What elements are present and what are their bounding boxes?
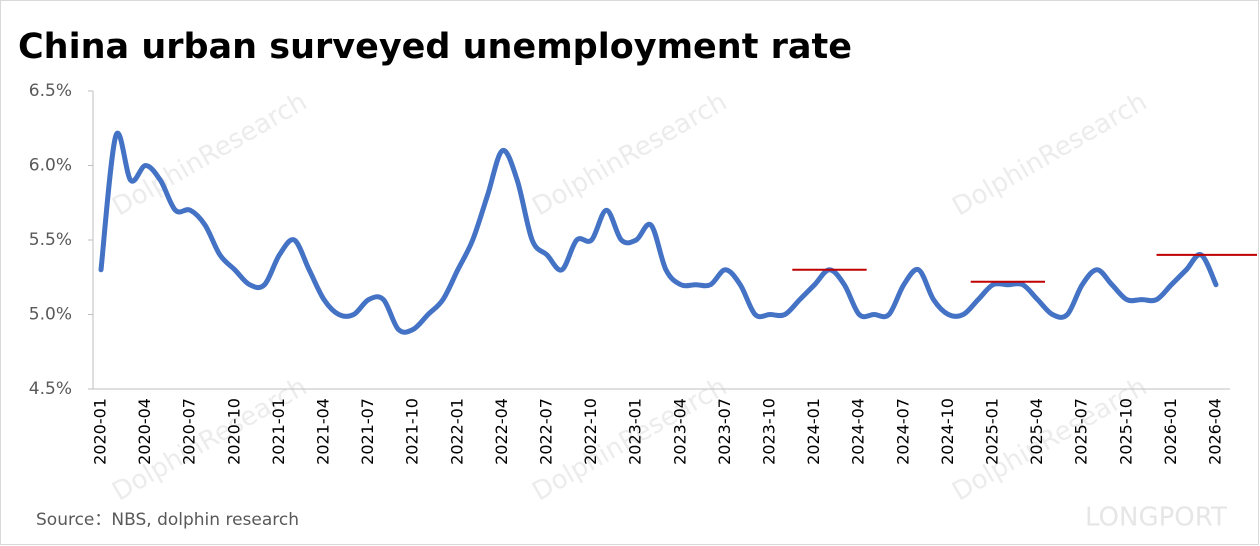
x-tick-label: 2024-01	[804, 398, 823, 465]
x-tick-label: 2022-04	[492, 398, 511, 465]
x-tick-label: 2021-04	[314, 398, 333, 465]
x-tick-label: 2022-10	[581, 398, 600, 465]
x-tick-label: 2021-10	[403, 398, 422, 465]
x-tick-label: 2021-07	[358, 398, 377, 465]
x-tick-label: 2020-07	[180, 398, 199, 465]
x-tick-label: 2022-07	[537, 398, 556, 465]
x-tick-label: 2026-04	[1206, 398, 1225, 465]
x-tick-label: 2020-01	[91, 398, 110, 465]
y-tick-label: 5.0%	[29, 305, 72, 325]
source: Source：NBS, dolphin research	[36, 510, 299, 530]
x-tick-label: 2022-01	[447, 398, 466, 465]
y-tick-label: 5.5%	[29, 230, 72, 250]
x-tick-label: 2024-04	[849, 398, 868, 465]
y-tick-label: 6.5%	[29, 81, 72, 101]
logo: LONGPORT	[1085, 503, 1227, 533]
x-tick-label: 2023-01	[626, 398, 645, 465]
x-tick-label: 2023-04	[670, 398, 689, 465]
y-tick-label: 6.0%	[29, 156, 72, 176]
line	[98, 130, 1219, 335]
x-tick-label: 2024-07	[893, 398, 912, 465]
x-tick-label: 2025-01	[983, 398, 1002, 465]
chart-title: China urban surveyed unemployment rate	[18, 27, 852, 67]
y-tick-label: 4.5%	[29, 379, 72, 399]
x-tick-label: 2020-10	[224, 398, 243, 465]
x-tick-label: 2024-10	[938, 398, 957, 465]
x-tick-label: 2023-07	[715, 398, 734, 465]
x-tick-label: 2023-10	[760, 398, 779, 465]
x-tick-label: 2020-04	[135, 398, 154, 465]
x-tick-label: 2025-10	[1116, 398, 1135, 465]
x-tick-label: 2025-04	[1027, 398, 1046, 465]
x-tick-label: 2021-01	[269, 398, 288, 465]
x-tick-label: 2025-07	[1072, 398, 1091, 465]
x-tick-label: 2026-01	[1161, 398, 1180, 465]
